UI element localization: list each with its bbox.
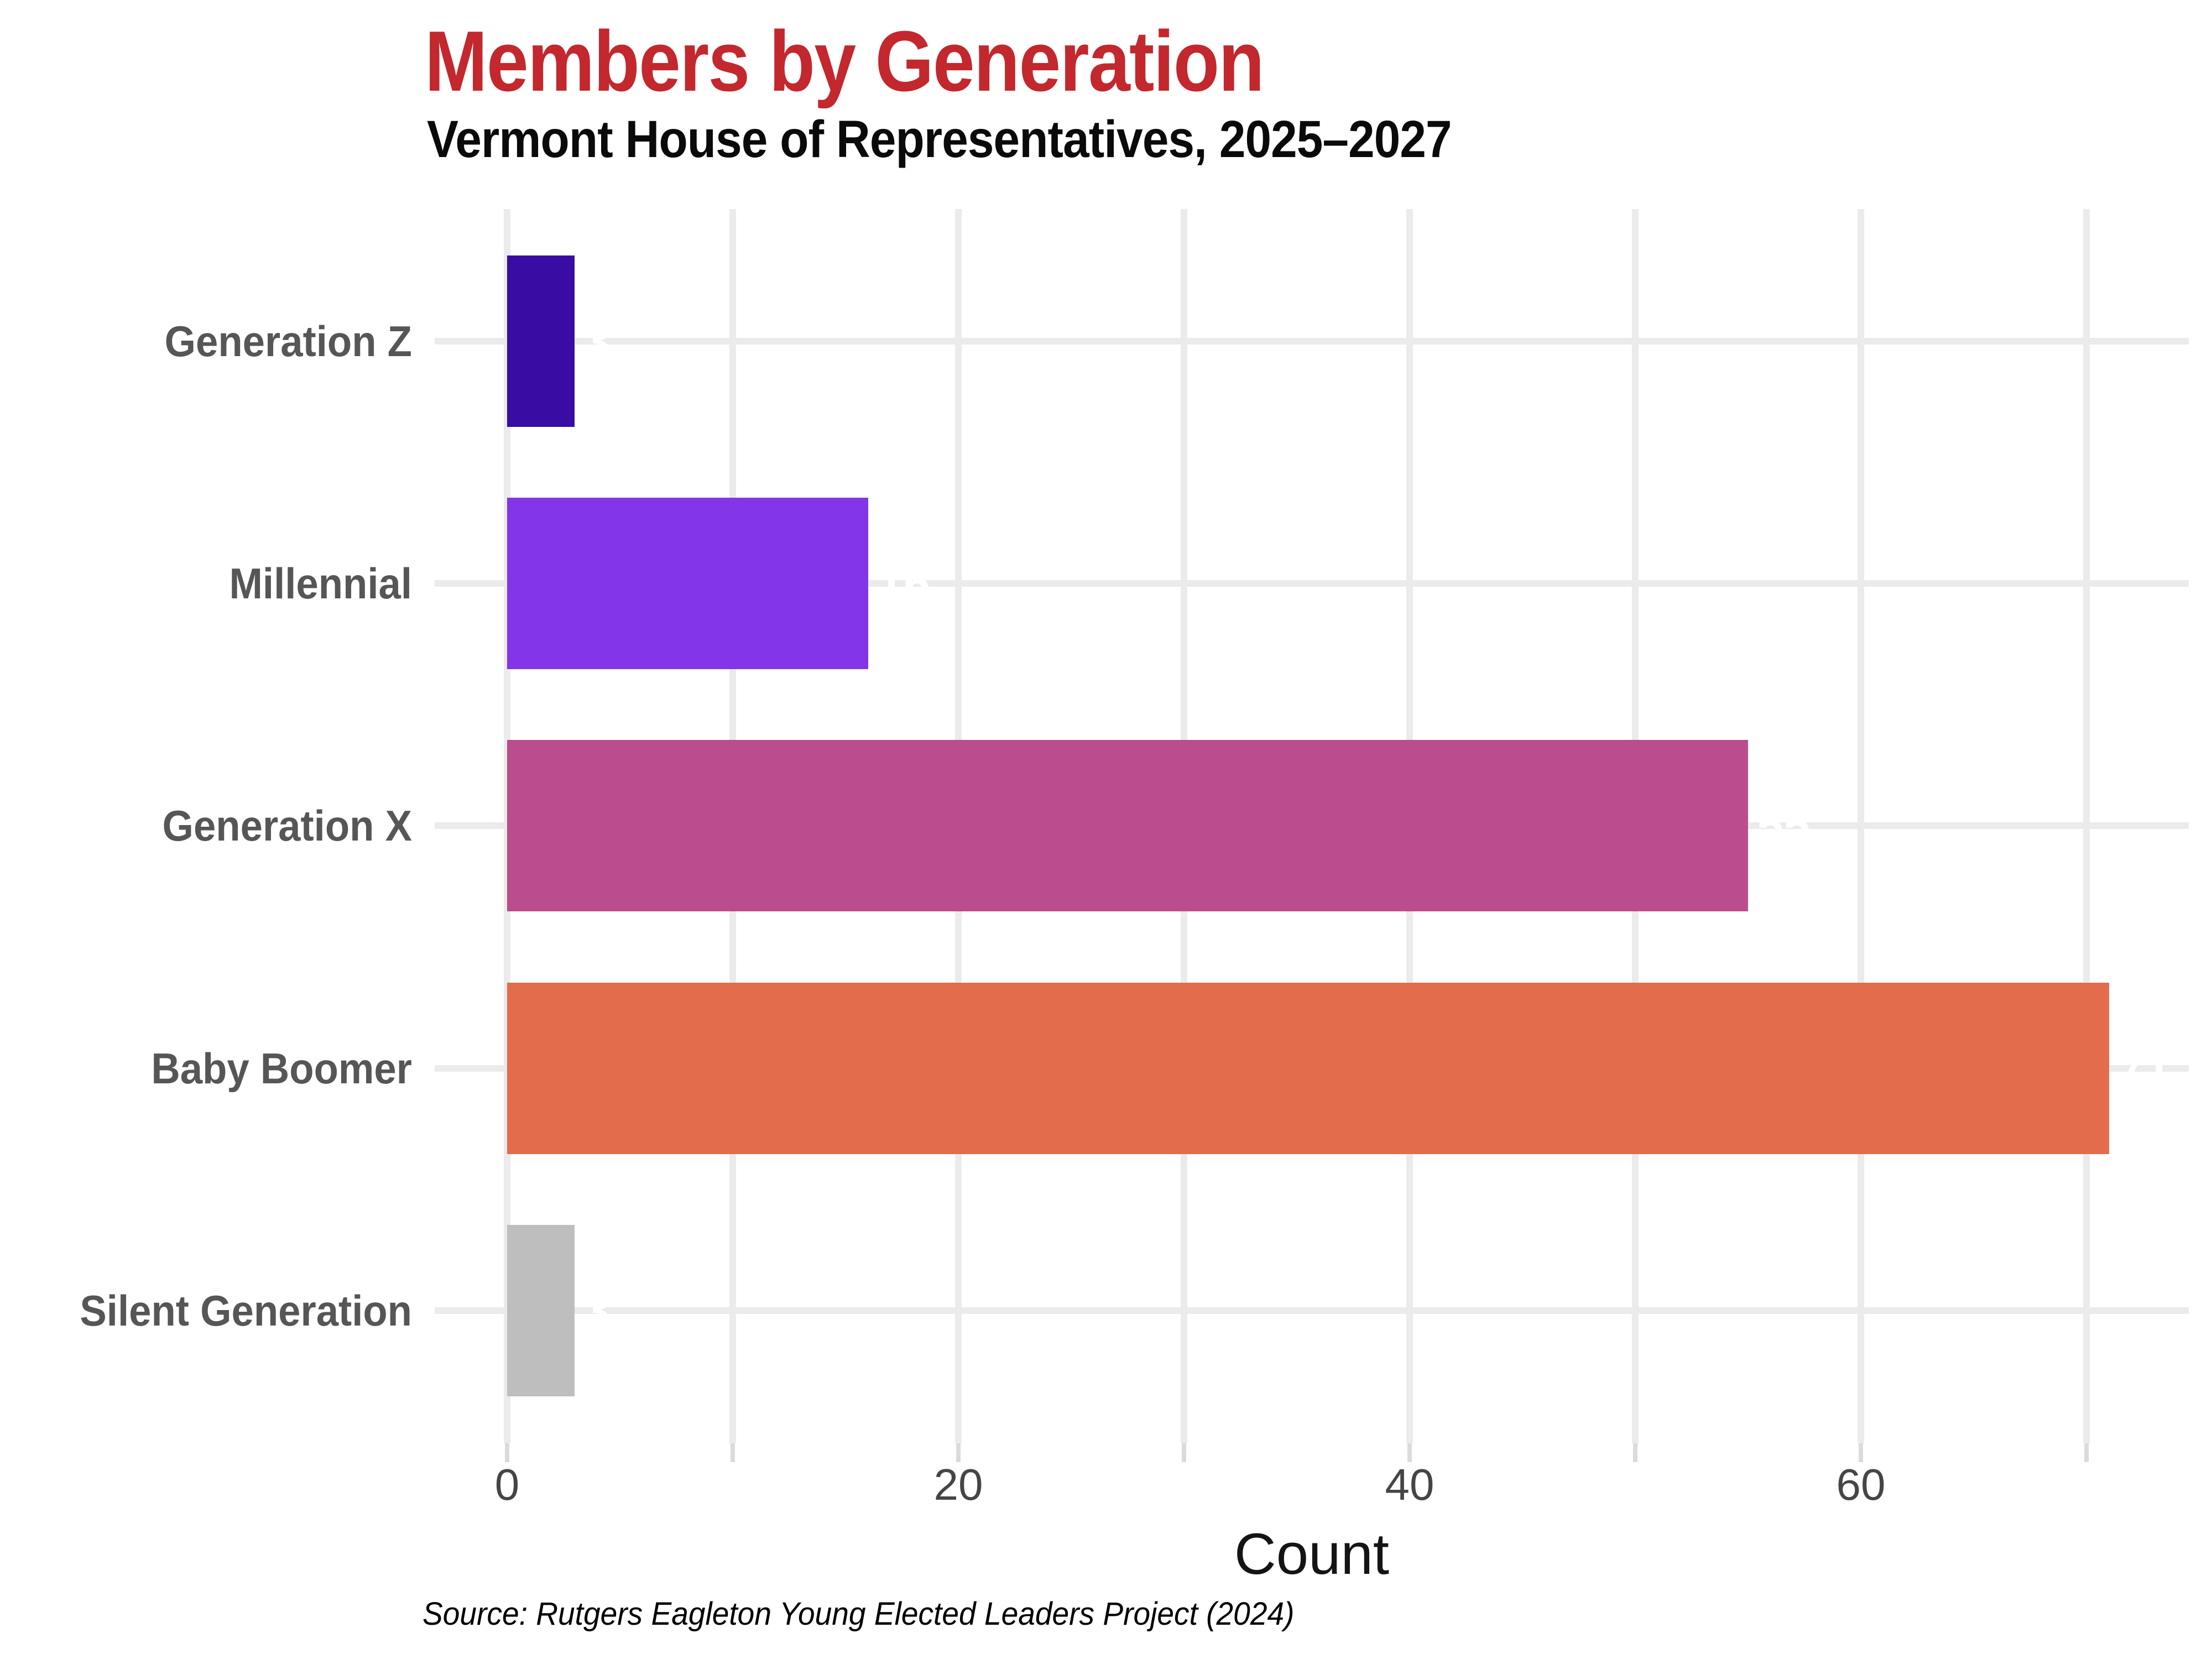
x-tick-mark xyxy=(1182,1443,1186,1462)
x-tick-label: 20 xyxy=(933,1460,983,1509)
x-tick-mark xyxy=(505,1443,509,1462)
horizontal-gridline xyxy=(435,338,2189,345)
chart-subtitle: Vermont House of Representatives, 2025–2… xyxy=(427,110,1452,169)
x-tick-mark xyxy=(1633,1443,1637,1462)
bar-value-label: 71 xyxy=(2117,1039,2171,1097)
bar-silent-generation xyxy=(507,1225,575,1396)
x-tick-mark xyxy=(731,1443,735,1462)
bar-value-label: 16 xyxy=(877,554,930,612)
x-axis-title: Count xyxy=(1234,1522,1390,1587)
x-tick-label: 60 xyxy=(1836,1460,1886,1509)
x-tick-mark xyxy=(2084,1443,2089,1462)
horizontal-gridline xyxy=(435,580,2189,587)
bar-value-label: 3 xyxy=(583,312,611,370)
category-label-millennial: Millennial xyxy=(229,559,412,608)
x-tick-label: 40 xyxy=(1385,1460,1434,1509)
category-label-silent-generation: Silent Generation xyxy=(80,1286,412,1335)
x-tick-mark xyxy=(1859,1443,1863,1462)
bar-millennial xyxy=(507,498,868,669)
plot-panel: 3 16 55 71 3 xyxy=(435,209,2189,1443)
x-tick-mark xyxy=(956,1443,961,1462)
chart-title: Members by Generation xyxy=(425,13,1265,109)
category-label-generation-x: Generation X xyxy=(162,801,412,850)
category-label-baby-boomer: Baby Boomer xyxy=(151,1044,412,1093)
horizontal-gridline xyxy=(435,1307,2189,1314)
x-tick-mark xyxy=(1407,1443,1412,1462)
bar-generation-z xyxy=(507,255,575,427)
bar-baby-boomer xyxy=(507,983,2109,1154)
category-label-generation-z: Generation Z xyxy=(164,317,412,366)
x-tick-label: 0 xyxy=(494,1460,520,1509)
bar-value-label: 55 xyxy=(1757,796,1811,854)
bar-generation-x xyxy=(507,740,1748,911)
source-caption: Source: Rutgers Eagleton Young Elected L… xyxy=(422,1596,1295,1632)
bar-value-label: 3 xyxy=(583,1281,611,1339)
